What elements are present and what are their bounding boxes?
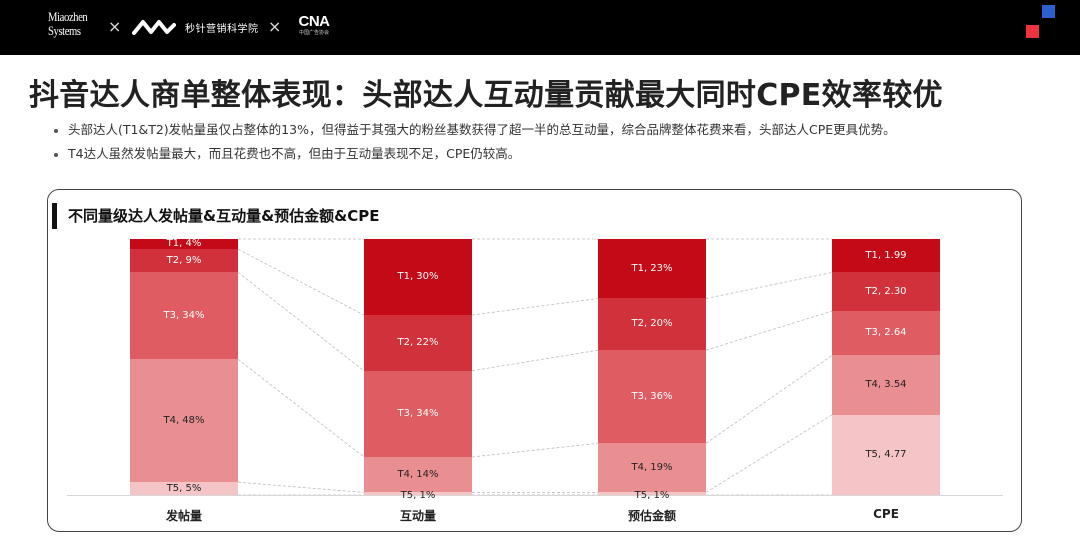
- segment-label: T5, 4.77: [865, 448, 907, 460]
- academy-name: 秒针营销科学院: [185, 24, 259, 35]
- bar-segment-t2[interactable]: T2, 9%: [130, 249, 238, 273]
- academy-wave-logo-icon: [132, 20, 176, 35]
- segment-label: T3, 36%: [631, 390, 673, 402]
- miaozhen-logo-line2: Systems: [48, 23, 81, 38]
- segment-label: T3, 34%: [163, 309, 205, 321]
- segment-label: T4, 48%: [163, 414, 205, 426]
- segment-label: T4, 19%: [631, 461, 673, 473]
- cna-logo-subtitle: 中国广告协会: [298, 30, 329, 36]
- segment-label: T3, 34%: [397, 407, 439, 419]
- segment-label: T4, 14%: [397, 468, 439, 480]
- bar-segment-t5[interactable]: T5, 4.77: [832, 414, 940, 495]
- bar-segment-t3[interactable]: T3, 36%: [598, 350, 706, 444]
- segment-label: T4, 3.54: [865, 379, 907, 391]
- segment-label: T2, 22%: [397, 336, 439, 348]
- segment-label: T5, 1%: [400, 489, 436, 501]
- bar-segment-t1[interactable]: T1, 4%: [130, 238, 238, 250]
- separator-x-1: ×: [108, 17, 122, 36]
- segment-label: T3, 2.64: [865, 327, 907, 339]
- decor-blue-square: [1042, 5, 1055, 18]
- bar-segment-t5[interactable]: T5, 1%: [598, 490, 706, 500]
- bar-segment-t3[interactable]: T3, 2.64: [832, 311, 940, 356]
- bar-segment-t1[interactable]: T1, 23%: [598, 239, 706, 299]
- cna-logo-mark: CNA: [298, 13, 331, 30]
- segment-label: T1, 30%: [397, 271, 439, 283]
- miaozhen-logo-line1: Miaozhen: [48, 9, 88, 24]
- bullet-item: T4达人虽然发帖量最大，而且花费也不高，但由于互动量表现不足，CPE仍较高。: [52, 145, 896, 169]
- cna-logo: CNA 中国广告协会: [292, 14, 336, 42]
- miaozhen-logo: Miaozhen Systems: [48, 10, 89, 38]
- segment-label: T5, 1%: [634, 489, 670, 501]
- segment-label: T5, 5%: [166, 482, 202, 494]
- bar-segment-t5[interactable]: T5, 5%: [130, 482, 238, 495]
- header-bar: Miaozhen Systems × 秒针营销科学院 × CNA 中国广告协会: [0, 0, 1080, 55]
- segment-label: T2, 9%: [166, 254, 202, 266]
- decor-red-square: [1026, 25, 1039, 38]
- bar-segment-t2[interactable]: T2, 20%: [598, 298, 706, 351]
- segment-label: T2, 2.30: [865, 285, 907, 297]
- bar-segment-t4[interactable]: T4, 14%: [364, 456, 472, 493]
- summary-bullets: 头部达人(T1&T2)发帖量虽仅占整体的13%，但得益于其强大的粉丝基数获得了超…: [52, 121, 896, 169]
- page-title: 抖音达人商单整体表现：头部达人互动量贡献最大同时CPE效率较优: [29, 78, 943, 113]
- segment-label: T1, 4%: [166, 238, 202, 250]
- segment-label: T1, 23%: [631, 262, 673, 274]
- card-title-accent-bar: [52, 203, 57, 229]
- segment-label: T2, 20%: [631, 318, 673, 330]
- bullet-item: 头部达人(T1&T2)发帖量虽仅占整体的13%，但得益于其强大的粉丝基数获得了超…: [52, 121, 896, 145]
- bar-segment-t4[interactable]: T4, 3.54: [832, 355, 940, 415]
- bar-segment-t5[interactable]: T5, 1%: [364, 490, 472, 500]
- chart-title: 不同量级达人发帖量&互动量&预估金额&CPE: [68, 207, 380, 225]
- bar-segment-t2[interactable]: T2, 2.30: [832, 272, 940, 312]
- bar-segment-t1[interactable]: T1, 30%: [364, 239, 472, 316]
- bar-segment-t2[interactable]: T2, 22%: [364, 315, 472, 371]
- separator-x-2: ×: [268, 17, 282, 36]
- bar-segment-t4[interactable]: T4, 19%: [598, 443, 706, 493]
- bar-segment-t4[interactable]: T4, 48%: [130, 359, 238, 483]
- bar-segment-t3[interactable]: T3, 34%: [130, 272, 238, 360]
- segment-label: T1, 1.99: [865, 249, 907, 261]
- bar-segment-t3[interactable]: T3, 34%: [364, 370, 472, 457]
- bar-segment-t1[interactable]: T1, 1.99: [832, 239, 940, 273]
